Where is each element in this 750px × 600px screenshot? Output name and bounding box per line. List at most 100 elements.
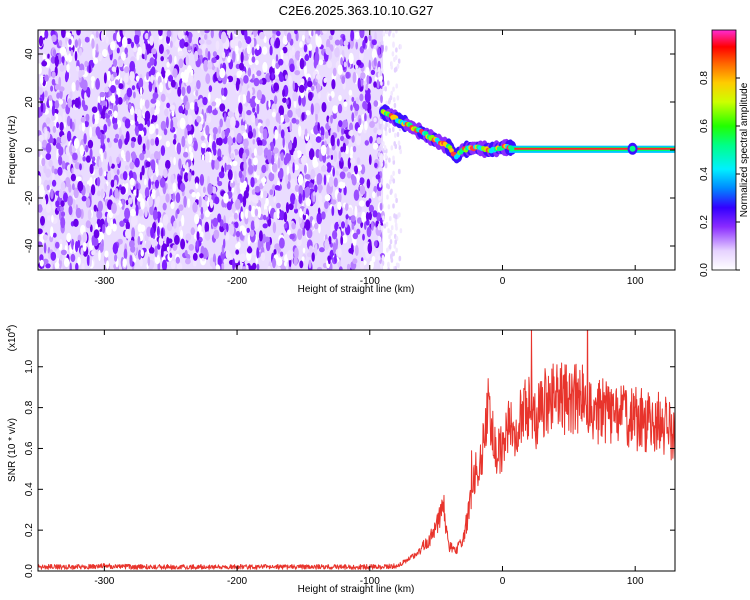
noise-cell [310, 103, 314, 115]
noise-cell [259, 31, 265, 40]
noise-cell [340, 135, 345, 142]
noise-cell [70, 173, 76, 182]
noise-cell [207, 183, 213, 195]
colorbar: 0.0 0.2 0.4 0.6 0.8 Normalized spectral ampl… [699, 29, 750, 277]
noise-cell [243, 168, 247, 178]
noise-cell [247, 210, 251, 220]
noise-cell [298, 193, 303, 205]
noise-cell [268, 172, 275, 182]
noise-cell [366, 178, 371, 189]
noise-cell [285, 174, 289, 185]
noise-cell [69, 91, 73, 99]
noise-cell [114, 179, 118, 187]
noise-fringe-cell [386, 194, 389, 200]
noise-cell [112, 223, 117, 232]
noise-cell [51, 114, 56, 121]
noise-cell [246, 227, 250, 233]
noise-cell [192, 252, 198, 261]
noise-cell [334, 243, 338, 250]
noise-cell [371, 221, 374, 231]
noise-cell [374, 162, 378, 168]
noise-cell [120, 51, 126, 61]
noise-cell [136, 187, 139, 198]
noise-cell [194, 213, 200, 225]
noise-cell [155, 128, 159, 136]
noise-cell [188, 244, 195, 251]
noise-cell [354, 165, 359, 175]
noise-cell [327, 255, 331, 265]
noise-cell [294, 184, 300, 192]
noise-cell [198, 196, 202, 208]
noise-cell [335, 170, 339, 176]
noise-cell [183, 69, 189, 81]
noise-cell [75, 176, 82, 182]
noise-cell [203, 30, 210, 34]
spectrogram-x-tick-label: -300 [94, 276, 114, 287]
noise-fringe-cell [389, 239, 393, 245]
noise-cell [234, 179, 238, 186]
noise-cell [54, 55, 59, 67]
noise-cell [303, 44, 308, 53]
noise-cell [93, 204, 98, 212]
noise-cell [87, 209, 92, 221]
noise-cell [283, 114, 289, 120]
noise-cell [91, 156, 96, 162]
noise-cell [158, 30, 163, 37]
noise-cell [349, 122, 353, 132]
noise-cell [214, 196, 220, 205]
noise-cell [271, 163, 278, 173]
noise-cell [318, 91, 321, 100]
noise-cell [278, 58, 284, 66]
noise-cell [153, 150, 160, 160]
noise-cell [353, 189, 360, 201]
noise-cell [286, 98, 289, 105]
noise-cell [203, 59, 209, 72]
noise-cell [326, 145, 330, 156]
noise-fringe-cell [379, 71, 383, 77]
noise-cell [75, 262, 79, 270]
noise-cell [52, 125, 57, 134]
noise-cell [131, 221, 136, 227]
noise-cell [116, 156, 120, 165]
noise-cell [265, 118, 270, 127]
noise-cell [277, 157, 281, 169]
noise-cell [257, 139, 263, 147]
noise-cell [46, 184, 50, 191]
noise-cell [183, 77, 189, 83]
noise-cell [320, 144, 327, 156]
noise-cell [350, 104, 353, 111]
noise-cell [61, 56, 65, 64]
noise-cell [85, 155, 91, 163]
noise-cell [237, 40, 242, 49]
noise-cell [211, 158, 216, 170]
noise-cell [166, 222, 173, 232]
noise-fringe-cell [398, 145, 402, 151]
noise-cell [354, 205, 358, 218]
noise-cell [294, 208, 298, 214]
noise-cell [206, 39, 212, 45]
noise-cell [304, 219, 311, 231]
noise-cell [183, 172, 189, 183]
noise-cell [197, 48, 203, 56]
noise-cell [358, 200, 365, 207]
noise-cell [131, 136, 137, 143]
noise-fringe-cell [399, 149, 403, 155]
noise-cell [100, 188, 104, 199]
noise-cell [124, 66, 130, 73]
snr-y-scale: (x104) [6, 325, 18, 352]
noise-cell [177, 30, 184, 40]
noise-cell [230, 153, 235, 159]
noise-cell [60, 181, 66, 191]
noise-cell [342, 119, 348, 128]
noise-cell [104, 183, 108, 191]
noise-cell [236, 132, 243, 144]
noise-cell [352, 71, 357, 84]
noise-cell [317, 194, 323, 203]
noise-cell [345, 145, 349, 155]
noise-cell [180, 238, 186, 250]
noise-fringe-cell [394, 222, 398, 228]
noise-cell [224, 128, 229, 137]
noise-fringe-cell [387, 80, 390, 86]
noise-cell [178, 158, 182, 170]
noise-cell [372, 191, 376, 199]
